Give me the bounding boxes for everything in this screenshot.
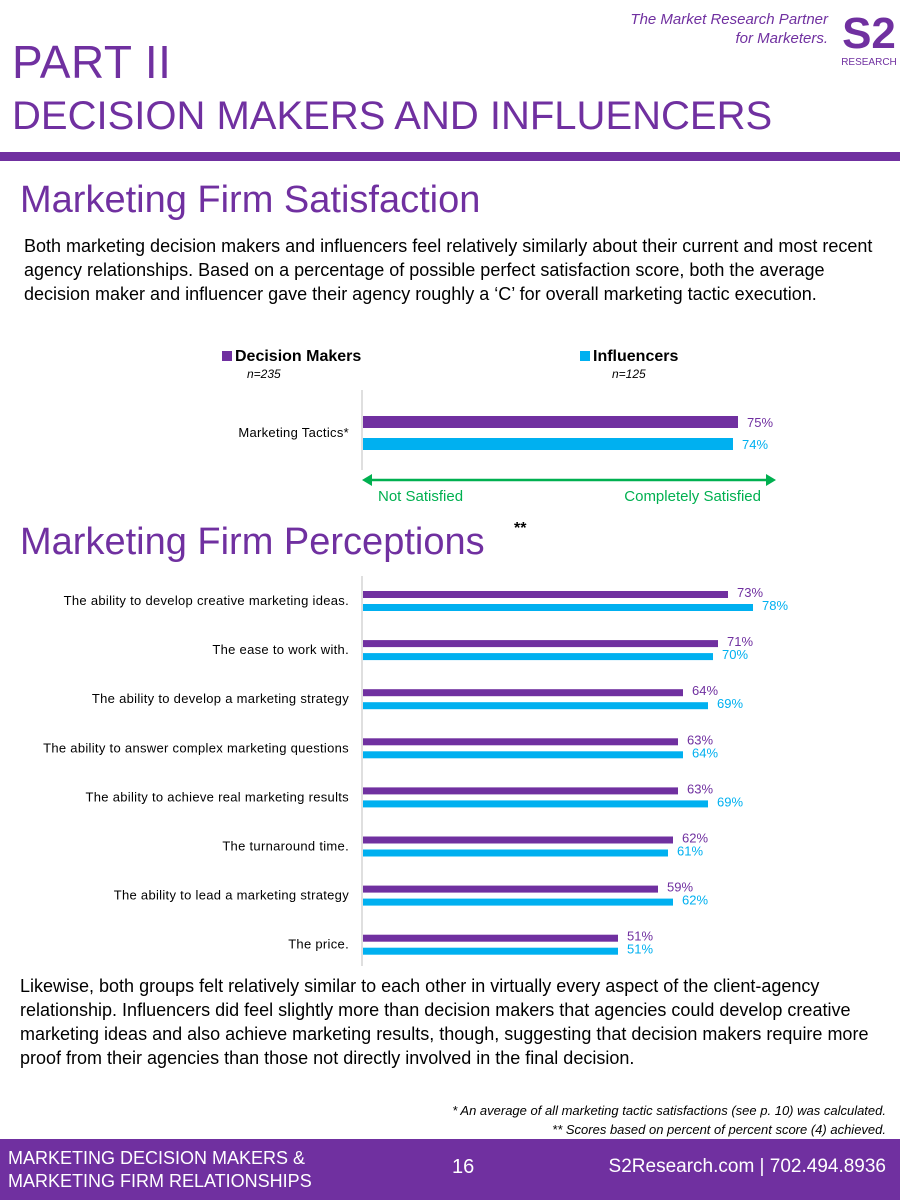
legend-decision-makers: Decision Makers [222, 348, 361, 366]
chart2-bar-influencers [363, 702, 708, 710]
chart2-bar-decision-makers [363, 640, 718, 648]
chart2-bar-influencers [363, 947, 618, 955]
chart2-value-label: 61% [677, 844, 703, 859]
legend-influencers: Influencers [580, 348, 678, 366]
page-number: 16 [452, 1156, 475, 1178]
chart2-bar-influencers [363, 751, 683, 759]
chart2-category-label: The ability to achieve real marketing re… [85, 789, 349, 804]
footer-title-line2: MARKETING FIRM RELATIONSHIPS [8, 1171, 312, 1191]
scale-high-label: Completely Satisfied [624, 488, 761, 505]
part-subtitle: DECISION MAKERS AND INFLUENCERS [12, 94, 773, 138]
chart2-value-label: 59% [667, 880, 693, 895]
legend-label-influencers: Influencers [593, 348, 679, 365]
tagline-line1: The Market Research Partner [630, 11, 828, 28]
part-title: PART II [12, 36, 172, 88]
chart2-bar-decision-makers [363, 787, 678, 795]
chart2-bar-influencers [363, 604, 753, 611]
chart2-category-label: The ability to lead a marketing strategy [114, 888, 349, 903]
scale-arrow-left-icon [362, 474, 372, 486]
chart2-bar-decision-makers [363, 591, 728, 598]
legend-n-influencers: n=125 [612, 367, 646, 381]
chart1-value-label: 74% [742, 437, 768, 452]
chart2-value-label: 63% [687, 732, 713, 747]
chart2-bar-influencers [363, 653, 713, 661]
legend-swatch-decision-makers [222, 351, 232, 361]
s2-logo: S2 RESEARCH [841, 9, 897, 68]
chart2-value-label: 62% [682, 831, 708, 846]
legend-label-decision-makers: Decision Makers [235, 348, 362, 365]
chart2-bar-decision-makers [363, 738, 678, 746]
scale-low-label: Not Satisfied [378, 488, 463, 505]
footnote-2: ** Scores based on percent of percent sc… [552, 1122, 886, 1137]
perceptions-paragraph: Likewise, both groups felt relatively si… [20, 976, 869, 1068]
footnotes: * An average of all marketing tactic sat… [452, 1101, 886, 1139]
chart2-value-label: 64% [692, 683, 718, 698]
chart2-category-label: The ability to develop creative marketin… [64, 593, 349, 608]
tagline: The Market Research Partner for Marketer… [630, 10, 828, 48]
chart2-value-label: 62% [682, 893, 708, 908]
chart2-bar-influencers [363, 849, 668, 857]
logo-sub: RESEARCH [841, 57, 897, 68]
chart2-category-label: The ease to work with. [212, 642, 349, 657]
chart2-value-label: 73% [737, 585, 763, 600]
chart2-value-label: 71% [727, 634, 753, 649]
footer-title-line1: MARKETING DECISION MAKERS & [8, 1148, 306, 1168]
chart2-bar-influencers [363, 800, 708, 808]
chart2-category-label: The ability to develop a marketing strat… [92, 691, 349, 706]
satisfaction-paragraph: Both marketing decision makers and influ… [24, 236, 873, 304]
chart2-bar-decision-makers [363, 836, 673, 844]
footer-contact: S2Research.com | 702.494.8936 [608, 1156, 886, 1177]
chart2-value-label: 51% [627, 929, 653, 944]
chart2-bar-influencers [363, 898, 673, 906]
legend-n-decision-makers: n=235 [247, 367, 281, 381]
chart1-bar-decision-makers [363, 416, 738, 428]
chart2-value-label: 69% [717, 696, 743, 711]
chart1-bar-influencers [363, 438, 733, 450]
tagline-line2: for Marketers. [735, 30, 828, 47]
legend-swatch-influencers [580, 351, 590, 361]
chart2-category-label: The ability to answer complex marketing … [43, 740, 349, 755]
chart2-bar-decision-makers [363, 934, 618, 942]
chart2-value-label: 69% [717, 794, 743, 809]
header-divider [0, 152, 900, 161]
chart2-value-label: 64% [692, 745, 718, 760]
perceptions-chart: 73%78% The ability to develop creative ma… [43, 576, 788, 966]
scale-arrow-right-icon [766, 474, 776, 486]
satisfaction-chart: 75% 74% Marketing Tactics* Not Satisfied C… [238, 390, 776, 505]
perceptions-title: Marketing Firm Perceptions [20, 521, 485, 563]
chart2-value-label: 70% [722, 647, 748, 662]
satisfaction-title: Marketing Firm Satisfaction [20, 179, 481, 221]
chart1-category-label: Marketing Tactics* [238, 425, 349, 440]
chart2-value-label: 78% [762, 598, 788, 613]
chart2-category-label: The turnaround time. [222, 839, 349, 854]
chart2-bar-decision-makers [363, 885, 658, 893]
chart2-category-label: The price. [288, 937, 349, 952]
chart2-value-label: 63% [687, 781, 713, 796]
footer: MARKETING DECISION MAKERS & MARKETING FI… [0, 1139, 900, 1200]
logo-text: S2 [842, 9, 896, 58]
chart1-value-label: 75% [747, 415, 773, 430]
perceptions-superscript: ** [514, 520, 527, 537]
chart2-value-label: 51% [627, 942, 653, 957]
footer-title: MARKETING DECISION MAKERS & MARKETING FI… [8, 1147, 312, 1193]
chart2-bar-decision-makers [363, 689, 683, 697]
footnote-1: * An average of all marketing tactic sat… [452, 1103, 886, 1118]
